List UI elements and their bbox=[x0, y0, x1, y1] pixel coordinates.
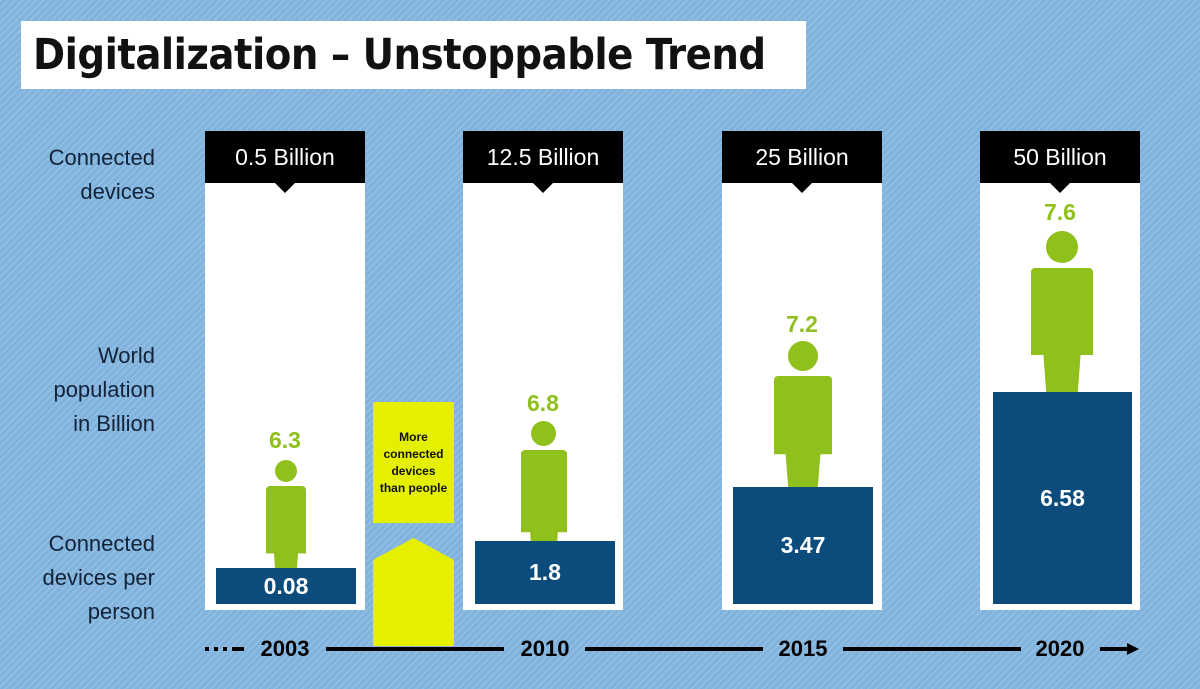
timeline-dot bbox=[223, 647, 227, 651]
row-label-connected-devices: Connected devices bbox=[49, 141, 155, 209]
row-label-line: Connected bbox=[48, 531, 155, 556]
note-callout: More connected devices than people bbox=[373, 402, 454, 523]
header-pointer bbox=[1050, 183, 1070, 193]
page-title: Digitalization – Unstoppable Trend bbox=[33, 30, 766, 80]
year-column-2010: 12.5 Billion 6.8 1.8 bbox=[463, 131, 623, 610]
header-pointer bbox=[792, 183, 812, 193]
devices-per-person-bar: 0.08 bbox=[216, 568, 356, 604]
row-label-line: population bbox=[53, 377, 155, 402]
person-icon bbox=[1031, 231, 1093, 396]
row-label-line: in Billion bbox=[73, 411, 155, 436]
devices-per-person-value: 6.58 bbox=[1040, 484, 1085, 511]
timeline-line bbox=[1100, 647, 1128, 651]
devices-per-person-bar: 3.47 bbox=[733, 487, 873, 604]
row-label-line: devices bbox=[80, 179, 155, 204]
timeline-line bbox=[232, 647, 244, 651]
timeline-dot bbox=[214, 647, 218, 651]
year-label-2020: 2020 bbox=[1035, 636, 1085, 661]
timeline-dot bbox=[205, 647, 209, 651]
up-arrow-icon bbox=[373, 538, 454, 646]
timeline-line bbox=[843, 647, 1021, 651]
year-column-2020: 50 Billion 7.6 6.58 bbox=[980, 131, 1140, 610]
year-label-2003: 2003 bbox=[260, 636, 310, 661]
timeline-line bbox=[585, 647, 763, 651]
population-value: 6.3 bbox=[269, 427, 301, 453]
devices-per-person-value: 0.08 bbox=[263, 572, 309, 599]
devices-per-person-value: 3.47 bbox=[780, 532, 826, 558]
row-label-line: devices per bbox=[42, 565, 155, 590]
devices-per-person-bar: 6.58 bbox=[993, 392, 1132, 604]
connected-devices-label: 12.5 Billion bbox=[463, 131, 623, 183]
population-value: 7.2 bbox=[786, 311, 818, 337]
connected-devices-label: 25 Billion bbox=[722, 131, 882, 183]
row-label-line: Connected bbox=[48, 145, 155, 170]
title-box: Digitalization – Unstoppable Trend bbox=[21, 21, 806, 89]
connected-devices-label: 50 Billion bbox=[980, 131, 1140, 183]
person-icon bbox=[266, 460, 306, 585]
year-label-2015: 2015 bbox=[778, 636, 828, 661]
person-icon bbox=[774, 341, 832, 491]
row-label-devices-per-person: Connected devices per person bbox=[42, 527, 155, 629]
row-label-world-population: World population in Billion bbox=[53, 339, 155, 441]
header-pointer bbox=[275, 183, 295, 193]
year-column-2003: 0.5 Billion 6.3 0.08 bbox=[205, 131, 365, 610]
population-value: 6.8 bbox=[527, 390, 559, 416]
connected-devices-label: 0.5 Billion bbox=[205, 131, 365, 183]
row-label-line: World bbox=[97, 343, 155, 368]
timeline-arrow-icon bbox=[1127, 643, 1139, 655]
devices-per-person-value: 1.8 bbox=[529, 559, 561, 585]
row-label-line: person bbox=[87, 599, 155, 624]
population-value: 7.6 bbox=[1044, 199, 1076, 225]
timeline-line bbox=[326, 647, 504, 651]
year-column-2015: 25 Billion 7.2 3.47 bbox=[722, 131, 882, 610]
header-pointer bbox=[533, 183, 553, 193]
year-label-2010: 2010 bbox=[520, 636, 570, 661]
note-text: More connected devices than people bbox=[379, 429, 448, 495]
devices-per-person-bar: 1.8 bbox=[475, 541, 615, 604]
